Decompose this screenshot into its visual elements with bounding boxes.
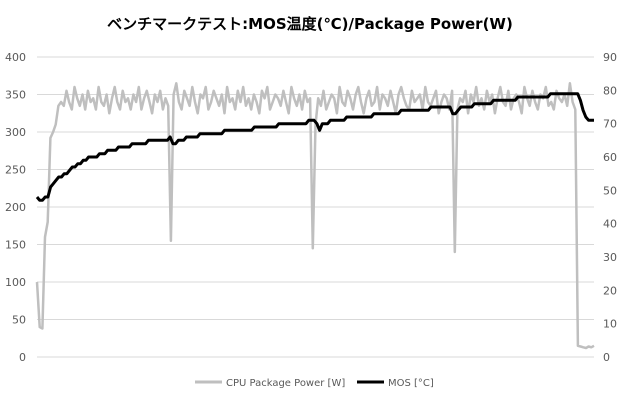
- series-line-mos: [35, 92, 594, 202]
- left-tick-label: 50: [12, 314, 26, 327]
- left-tick-label: 100: [5, 276, 26, 289]
- right-tick-label: 40: [603, 218, 617, 231]
- plot-area: [35, 82, 595, 350]
- right-tick-label: 80: [603, 84, 617, 97]
- chart-title: ベンチマークテスト:MOS温度(℃)/Package Power(W): [107, 15, 513, 33]
- left-tick-label: 250: [5, 164, 26, 177]
- right-tick-label: 70: [603, 118, 617, 131]
- left-tick-label: 200: [5, 201, 26, 214]
- right-axis: 0 10 20 30 40 50 60 70 80 90: [603, 51, 617, 364]
- right-tick-label: 30: [603, 251, 617, 264]
- right-tick-label: 50: [603, 184, 617, 197]
- right-tick-label: 0: [603, 351, 610, 364]
- legend-label-mos: MOS [°C]: [388, 378, 434, 389]
- left-tick-label: 350: [5, 89, 26, 102]
- right-tick-label: 20: [603, 284, 617, 297]
- left-tick-label: 300: [5, 126, 26, 139]
- right-tick-label: 90: [603, 51, 617, 64]
- series-line-power: [35, 82, 595, 350]
- left-tick-label: 400: [5, 51, 26, 64]
- legend-label-power: CPU Package Power [W]: [226, 378, 345, 389]
- left-axis: 0 50 100 150 200 250 300 350 400: [5, 51, 26, 364]
- left-tick-label: 150: [5, 239, 26, 252]
- right-tick-label: 60: [603, 151, 617, 164]
- legend: CPU Package Power [W] MOS [°C]: [195, 378, 434, 389]
- right-tick-label: 10: [603, 318, 617, 331]
- left-tick-label: 0: [19, 351, 26, 364]
